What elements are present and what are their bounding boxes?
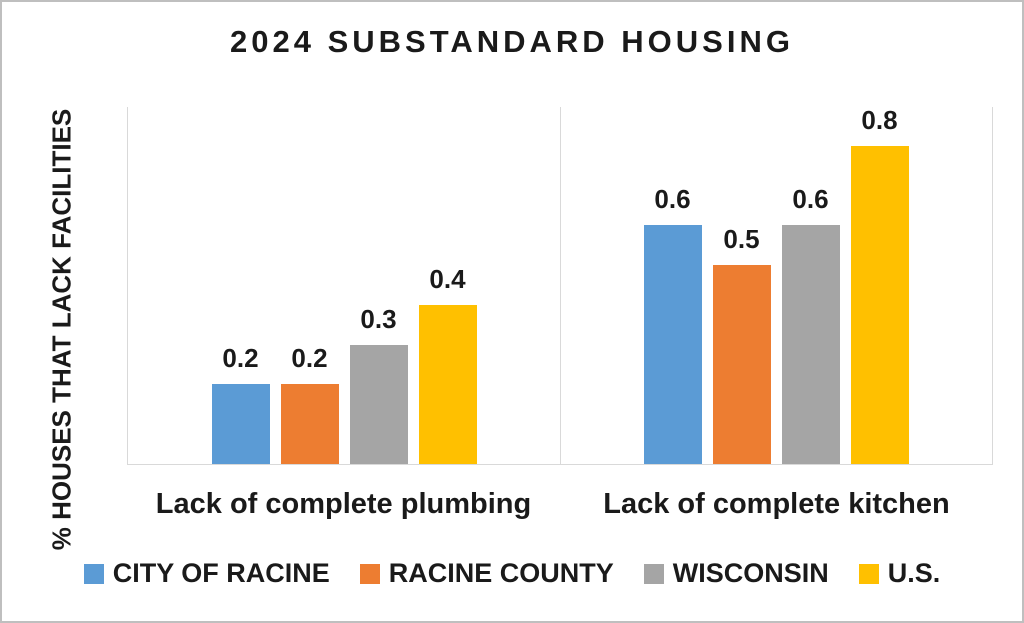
bar-data-label: 0.3 — [360, 304, 397, 334]
y-axis-label: % HOUSES THAT LACK FACILITIES — [46, 108, 77, 551]
bar-data-label: 0.4 — [429, 264, 466, 294]
legend-swatch-icon — [643, 563, 664, 584]
legend: CITY OF RACINE RACINE COUNTY WISCONSIN U.S. — [2, 558, 1022, 589]
legend-label: CITY OF RACINE — [112, 558, 330, 588]
legend-item-2: WISCONSIN — [643, 558, 829, 589]
legend-item-0: CITY OF RACINE — [83, 558, 330, 589]
bar-data-label: 0.6 — [792, 184, 829, 214]
category-label-plumbing: Lack of complete plumbing — [155, 488, 532, 520]
bar-series-1-category-1: 0.5 — [712, 224, 771, 464]
bar-group-kitchen: 0.6 0.5 0.6 0.8 — [560, 105, 992, 464]
bar-series-3-category-0: 0.4 — [418, 264, 477, 464]
legend-label: WISCONSIN — [672, 558, 829, 588]
legend-item-1: RACINE COUNTY — [359, 558, 614, 589]
legend-label: RACINE COUNTY — [388, 558, 614, 588]
bar-series-1-category-0: 0.2 — [280, 343, 339, 464]
legend-label: U.S. — [887, 558, 941, 588]
legend-swatch-icon — [359, 563, 380, 584]
bar-series-0-category-0: 0.2 — [211, 343, 270, 464]
bar-series-3-category-1: 0.8 — [850, 105, 909, 464]
bar-series-2-category-1: 0.6 — [781, 184, 840, 464]
bar-series-2-category-0: 0.3 — [349, 304, 408, 464]
bar-group-plumbing: 0.2 0.2 0.3 0.4 — [128, 107, 560, 464]
category-label-kitchen: Lack of complete kitchen — [603, 488, 950, 520]
bar-data-label: 0.8 — [861, 105, 898, 135]
category-axis-labels: Lack of complete plumbing Lack of comple… — [127, 488, 993, 521]
bar-series-0-category-1: 0.6 — [643, 184, 702, 464]
bar-data-label: 0.2 — [291, 343, 328, 373]
legend-swatch-icon — [83, 563, 104, 584]
legend-item-3: U.S. — [858, 558, 941, 589]
bar-data-label: 0.6 — [654, 184, 691, 214]
plot-area: 0.2 0.2 0.3 0.4 0.6 0.5 0.6 0.8 — [127, 105, 993, 465]
legend-swatch-icon — [858, 563, 879, 584]
category-divider-gridline — [560, 107, 561, 464]
chart-title: 2024 SUBSTANDARD HOUSING — [230, 24, 794, 59]
bar-data-label: 0.2 — [222, 343, 259, 373]
bar-data-label: 0.5 — [723, 224, 760, 254]
